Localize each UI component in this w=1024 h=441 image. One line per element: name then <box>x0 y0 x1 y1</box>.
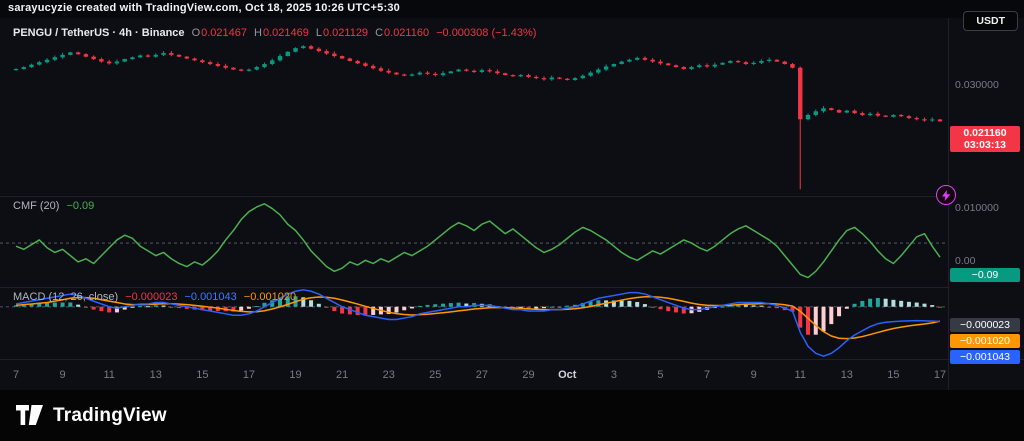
ohlc-open: O0.021467 <box>192 27 247 39</box>
time-axis-label: 25 <box>429 360 441 390</box>
macd-signal-value: −0.001020 <box>244 291 296 303</box>
macd-hist-badge: −0.000023 <box>950 318 1020 332</box>
time-axis-label: 15 <box>196 360 208 390</box>
time-axis-label: 7 <box>704 360 710 390</box>
time-axis-label: 5 <box>657 360 663 390</box>
low-value: 0.021129 <box>323 27 368 39</box>
time-axis-label: 11 <box>103 360 114 390</box>
pane-divider-cmf-macd[interactable] <box>0 287 948 288</box>
bar-countdown: 03:03:13 <box>950 139 1020 151</box>
macd-title[interactable]: MACD (12, 26, close) <box>13 291 118 303</box>
macd-hist-value: −0.000023 <box>125 291 177 303</box>
time-axis[interactable]: 7 9 11 13 15 17 19 21 23 25 27 29 Oct 3 5 7 9 11 13 15 17 <box>0 360 948 390</box>
price-legend[interactable]: PENGU / TetherUS · 4h · Binance O0.02146… <box>13 27 536 39</box>
time-axis-label: 29 <box>522 360 534 390</box>
boost-icon[interactable] <box>936 185 956 205</box>
open-value: 0.021467 <box>201 27 247 39</box>
ohlc-low: L0.021129 <box>316 27 368 39</box>
cmf-zero-tick: 0.00 <box>955 255 975 267</box>
time-axis-label: 11 <box>795 360 806 390</box>
high-value: 0.021469 <box>263 27 309 39</box>
attribution-text: sarayucyzie created with TradingView.com… <box>8 2 400 14</box>
symbol-title[interactable]: PENGU / TetherUS · 4h · Binance <box>13 27 185 39</box>
last-price-badge: 0.021160 03:03:13 <box>950 126 1020 152</box>
price-scale[interactable]: 0.030000 0.010000 0.021160 03:03:13 0.00… <box>949 18 1024 359</box>
time-axis-label: 7 <box>13 360 19 390</box>
cmf-title[interactable]: CMF (20) <box>13 200 59 212</box>
chart-canvas[interactable] <box>0 18 948 359</box>
time-axis-label: 13 <box>150 360 162 390</box>
close-value: 0.021160 <box>384 27 429 39</box>
macd-line-value: −0.001043 <box>184 291 236 303</box>
footer-bar: TradingView <box>0 390 1024 441</box>
tradingview-snapshot: sarayucyzie created with TradingView.com… <box>0 0 1024 441</box>
macd-legend[interactable]: MACD (12, 26, close) −0.000023 −0.001043… <box>13 291 296 303</box>
currency-toggle-button[interactable]: USDT <box>963 11 1018 31</box>
attribution-bar: sarayucyzie created with TradingView.com… <box>0 0 1024 18</box>
time-axis-label: 23 <box>383 360 395 390</box>
macd-signal-badge: −0.001020 <box>950 334 1020 348</box>
time-axis-label: 15 <box>887 360 899 390</box>
price-tick-0030: 0.030000 <box>955 79 999 91</box>
time-axis-label: 17 <box>934 360 946 390</box>
pane-divider-price-cmf[interactable] <box>0 196 948 197</box>
lightning-icon <box>942 190 951 201</box>
time-axis-label: 21 <box>336 360 348 390</box>
time-axis-label: Oct <box>558 360 576 390</box>
last-price-value: 0.021160 <box>950 127 1020 139</box>
cmf-value-badge: −0.09 <box>950 268 1020 282</box>
time-axis-label: 3 <box>611 360 617 390</box>
change-value: −0.000308 (−1.43%) <box>436 27 536 39</box>
macd-line-badge: −0.001043 <box>950 350 1020 364</box>
ohlc-close: C0.021160 <box>375 27 429 39</box>
time-axis-label: 27 <box>476 360 488 390</box>
brand-text: TradingView <box>53 405 167 427</box>
price-tick-0010: 0.010000 <box>955 202 999 214</box>
time-axis-label: 17 <box>243 360 255 390</box>
time-axis-label: 13 <box>841 360 853 390</box>
cmf-legend[interactable]: CMF (20) −0.09 <box>13 200 94 212</box>
ohlc-high: H0.021469 <box>254 27 309 39</box>
cmf-value: −0.09 <box>66 200 94 212</box>
time-axis-label: 9 <box>60 360 66 390</box>
tradingview-logo[interactable]: TradingView <box>16 405 167 427</box>
tradingview-mark-icon <box>16 405 44 426</box>
time-axis-label: 19 <box>289 360 301 390</box>
time-axis-label: 9 <box>751 360 757 390</box>
